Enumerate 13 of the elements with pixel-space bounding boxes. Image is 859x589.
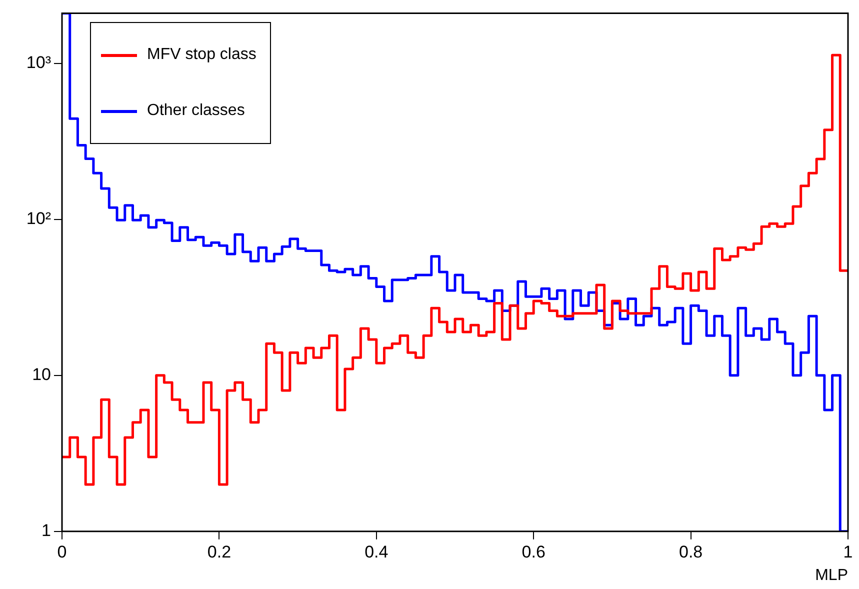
legend-label: MFV stop class [147,46,256,64]
x-tick-label: 0.8 [678,542,703,562]
y-tick-label: 1 [42,521,51,540]
x-axis-title: MLP [815,566,848,584]
x-tick-label: 0.4 [364,542,388,562]
y-tick-label: 10³ [26,53,52,72]
x-tick-label: 0.2 [207,542,232,562]
legend-label: Other classes [147,102,245,120]
x-tick-label: 0 [57,542,67,562]
y-tick-label: 10 [32,365,51,384]
x-tick-label: 1 [843,542,853,562]
y-tick-label: 10² [26,209,52,228]
x-tick-label: 0.6 [522,542,546,562]
